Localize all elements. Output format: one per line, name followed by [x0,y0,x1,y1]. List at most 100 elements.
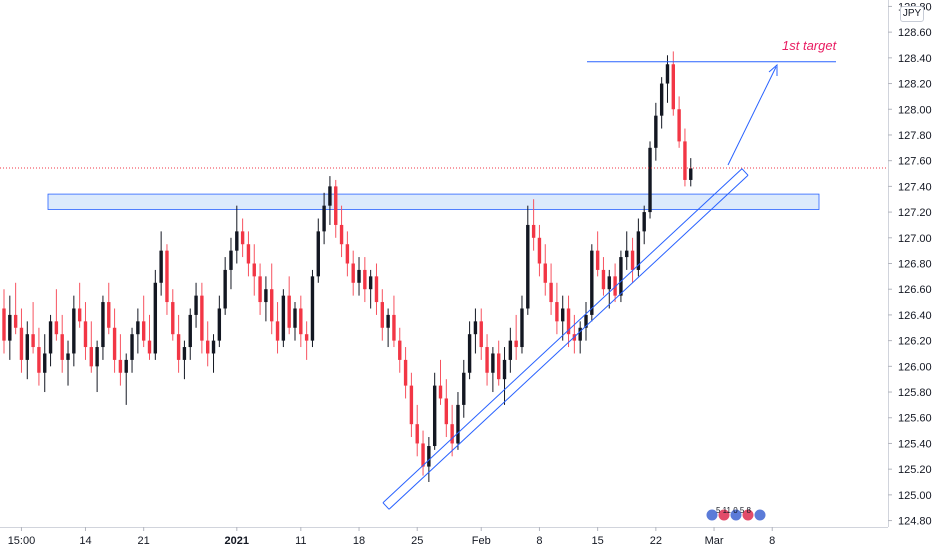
candle-body [176,334,181,360]
candle-body [619,257,623,296]
currency-badge[interactable]: JPY [900,6,924,22]
price-tick-label: 126.400 [898,310,932,322]
candle-body [566,308,571,335]
candle-body [275,321,280,341]
candle-body [438,385,443,399]
events-badge-label: 5 11 0 5 8 [716,506,752,515]
candle-body [200,295,204,341]
candle-body [334,186,338,225]
price-tick-label: 128.600 [898,27,932,39]
candle-body [531,224,536,238]
candle-body [427,446,431,467]
candle-body [287,295,291,328]
resistance-zone [47,193,820,210]
candle-body [409,385,414,425]
trendline-layer [382,168,749,510]
candle-body [124,359,128,373]
candle-body [508,340,513,360]
target-label: 1st target [782,38,838,53]
candle-body [211,340,216,354]
candle-body [95,347,99,367]
price-tick-label: 125.200 [898,464,932,476]
time-tick-label: 22 [650,535,662,547]
price-axis-panel [888,0,932,550]
price-tick-label: 125.600 [898,413,932,425]
candle-body [118,359,123,373]
candle-body [392,314,396,341]
candle-body [304,334,309,341]
time-tick-label: Mar [705,535,724,547]
candle-body [217,308,222,341]
candle-body [450,424,454,444]
trendline-cap-end [741,168,749,176]
resistance-zone-layer [47,193,820,210]
candle-body [159,250,163,283]
price-tick-label: 128.200 [898,79,932,91]
candle-body [537,237,542,264]
trendline-cap-start [382,502,390,510]
candle-body [584,314,588,328]
time-tick-label: 21 [138,535,150,547]
candle-body [136,321,140,335]
candle-body [293,308,297,328]
currency-label: JPY [902,8,922,19]
candle-body [37,347,41,373]
candle-body [229,250,233,270]
candle-body [683,141,687,180]
time-tick-label: Feb [472,535,491,547]
candle-body [60,334,64,360]
candle-body [485,347,489,373]
candle-body [83,321,88,348]
candle-body [25,334,29,360]
candle-body [625,250,629,258]
candle-body [479,321,483,348]
time-tick-label: 15:00 [8,535,36,547]
price-tick-label: 125.000 [898,490,932,502]
candle-body [398,340,402,360]
candle-body [648,147,652,213]
time-tick-label: 18 [353,535,365,547]
price-tick-label: 127.400 [898,181,932,193]
candle-body [246,244,251,264]
candle-body [415,424,419,444]
price-tick-label: 128.400 [898,53,932,65]
price-tick-label: 124.800 [898,516,932,528]
candle-body [339,224,344,245]
candle-body [368,276,373,290]
price-tick-label: 127.000 [898,233,932,245]
price-line-layer: 127.54323:31 [0,159,932,191]
candle-body [77,308,82,322]
candle-body [636,231,641,270]
price-tick-label: 127.600 [898,156,932,168]
candle-body [72,308,76,354]
candle-body [386,314,390,328]
candle-body [8,314,12,341]
candle-body [264,289,268,303]
candle-body [473,321,478,335]
candle-body [182,347,187,360]
time-tick-label: 11 [295,535,306,547]
candle-body [491,353,495,373]
candle-body [654,115,658,148]
price-tick-label: 127.800 [898,130,932,142]
candle-body [351,263,355,283]
price-tick-label: 126.600 [898,284,932,296]
candle-body [555,302,559,322]
candle-body [188,314,192,348]
candle-body [2,308,6,341]
candle-body [642,212,646,232]
candle-body [281,295,286,341]
event-icon [753,508,767,522]
time-tick-label: 8 [536,535,542,547]
price-tick-label: 125.800 [898,387,932,399]
candle-body [677,109,681,142]
candle-body [514,340,518,348]
candle-body [345,244,350,264]
candle-body [502,359,507,380]
candle-body [252,263,256,277]
candle-body [578,327,582,341]
price-tick-label: 127.200 [898,207,932,219]
